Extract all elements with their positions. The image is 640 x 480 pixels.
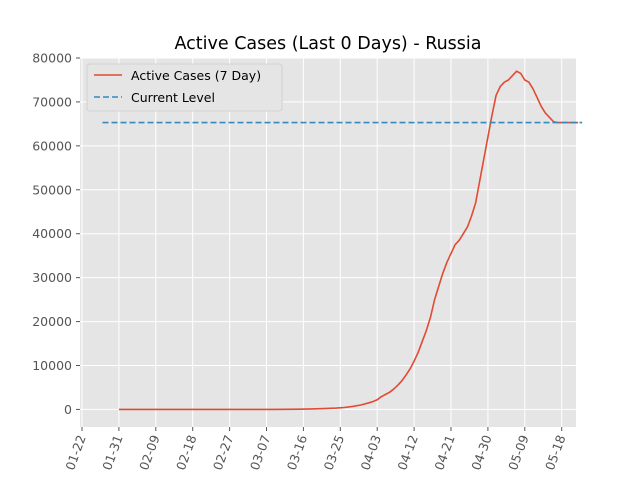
y-tick-label: 0 [64,402,72,417]
x-tick-label: 04-03 [357,433,384,472]
x-tick-label: 04-12 [394,433,421,472]
x-tick-label: 02-18 [173,433,200,472]
y-axis: 0 10000 20000 30000 40000 50000 60000 70000 8000… [32,51,80,417]
x-tick-label: 05-18 [542,433,569,472]
x-axis: 01-22 01-31 02-09 02-18 02-27 03-07 03-16 03-25… [62,427,569,472]
x-tick-label: 04-30 [468,433,495,472]
x-tick-label: 03-07 [247,433,274,472]
chart-title: Active Cases (Last 0 Days) - Russia [175,34,482,54]
plot-area [80,58,576,427]
y-tick-label: 30000 [32,270,72,285]
legend: Active Cases (7 Day) Current Level [86,63,283,112]
legend-label-current-level: Current Level [131,90,215,105]
x-tick-label: 05-09 [505,433,532,472]
x-tick-label: 02-27 [210,433,237,472]
series-line-active-cases [118,70,579,411]
y-tick-label: 60000 [32,138,72,153]
y-tick-label: 50000 [32,182,72,197]
x-tick-label: 04-21 [431,433,458,472]
x-tick-label: 02-09 [136,433,163,472]
x-tick-label: 01-22 [62,433,89,472]
legend-frame [86,63,283,112]
x-tick-label: 01-31 [99,433,126,472]
x-tick-label: 03-25 [321,433,348,472]
y-tick-label: 80000 [32,51,72,66]
y-tick-label: 70000 [32,94,72,109]
y-tick-label: 20000 [32,314,72,329]
legend-label-active-cases: Active Cases (7 Day) [131,68,261,83]
y-tick-label: 40000 [32,226,72,241]
y-tick-label: 10000 [32,358,72,373]
grid [80,57,576,427]
series-lines [102,70,583,411]
x-tick-label: 03-16 [284,433,311,472]
